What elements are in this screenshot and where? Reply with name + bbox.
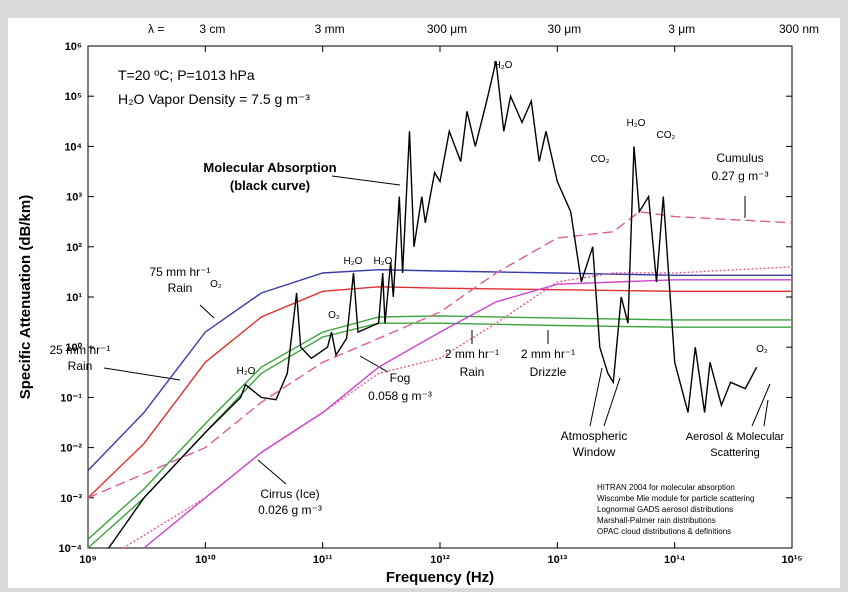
annotation: Window [573, 445, 616, 459]
annotation: CO₂ [657, 130, 676, 141]
y-tick-label: 10⁻² [60, 443, 82, 455]
series-line [87, 315, 792, 540]
panel [8, 18, 840, 588]
annotation: Fog [390, 371, 411, 385]
annotation: T=20 ºC; P=1013 hPa [118, 67, 255, 83]
annotation: H₂O [344, 256, 363, 267]
y-tick-label: 10⁶ [65, 41, 82, 53]
annotation: O₂ [210, 279, 222, 290]
arrows [103, 175, 771, 485]
top-tick-label: 3 cm [199, 22, 225, 36]
annotation: 75 mm hr⁻¹ [149, 265, 210, 279]
note: Lognormal GADS aerosol distributions [597, 505, 733, 514]
annotation: Atmospheric [561, 429, 628, 443]
y-tick-label: 10⁻¹ [60, 392, 82, 404]
x-tick-label: 10⁹ [79, 554, 96, 566]
note: Wiscombe Mie module for particle scatter… [597, 494, 754, 503]
top-tick-label: 3 mm [315, 22, 345, 36]
x-tick-label: 10¹² [430, 554, 450, 566]
annotation: H₂O [494, 60, 513, 71]
x-axis-label: Frequency (Hz) [386, 569, 494, 586]
annotation: Rain [68, 359, 93, 373]
top-tick-label: 300 nm [779, 22, 819, 36]
series-line [143, 279, 792, 549]
y-tick-label: 10² [66, 242, 82, 254]
y-tick-label: 10⁴ [64, 141, 82, 153]
annotation: O₂ [328, 310, 340, 321]
x-tick-label: 10¹⁵ [781, 554, 802, 566]
series-line [87, 268, 792, 471]
y-tick-label: 10¹ [66, 292, 82, 304]
top-tick-label: 3 μm [668, 22, 695, 36]
top-tick-label: 30 μm [548, 22, 582, 36]
note: Marshall-Palmer rain distributions [597, 516, 716, 525]
y-tick-label: 10⁻⁴ [59, 543, 82, 555]
annotation: CO₂ [591, 154, 610, 165]
annotation: 0.27 g m⁻³ [711, 169, 768, 183]
series-line [108, 60, 758, 549]
annotation: H₂O [374, 256, 393, 267]
annotation: Rain [168, 281, 193, 295]
note: HITRAN 2004 for molecular absorption [597, 483, 735, 492]
x-tick-label: 10¹¹ [313, 554, 333, 566]
note: OPAC cloud distributions & definitions [597, 527, 731, 536]
annotation: Cumulus [716, 151, 763, 165]
annotation: H₂O [627, 118, 646, 129]
series-line [87, 210, 793, 499]
x-tick-label: 10¹³ [548, 554, 568, 566]
series-line [87, 286, 792, 499]
annotation: H₂O [237, 366, 256, 377]
x-tick-label: 10¹⁰ [195, 554, 216, 566]
annotation: Aerosol & Molecular [686, 431, 785, 443]
annotation: 2 mm hr⁻¹ [445, 347, 499, 361]
y-tick-label: 10⁻³ [60, 493, 82, 505]
top-axis-title: λ = [148, 22, 164, 36]
annotation: O₂ [756, 344, 768, 355]
top-tick-label: 300 μm [427, 22, 467, 36]
y-tick-label: 10⁰ [65, 342, 82, 354]
annotation: H₂O Vapor Density = 7.5 g m⁻³ [118, 91, 310, 107]
annotation: Molecular Absorption [203, 160, 336, 175]
annotation: 2 mm hr⁻¹ [521, 347, 575, 361]
y-tick-label: 10³ [66, 192, 82, 204]
annotation: 0.026 g m⁻³ [258, 503, 322, 517]
annotation: 25 mm hr⁻¹ [49, 343, 110, 357]
y-axis-label: Specific Attenuation (dB/km) [17, 195, 34, 399]
annotation: Rain [460, 365, 485, 379]
annotation: (black curve) [230, 178, 310, 193]
annotation: Drizzle [530, 365, 567, 379]
annotation: 0.058 g m⁻³ [368, 389, 432, 403]
annotation: Scattering [710, 447, 760, 459]
y-tick-label: 10⁵ [65, 91, 82, 103]
x-tick-label: 10¹⁴ [664, 554, 685, 566]
annotation: Cirrus (Ice) [260, 487, 319, 501]
